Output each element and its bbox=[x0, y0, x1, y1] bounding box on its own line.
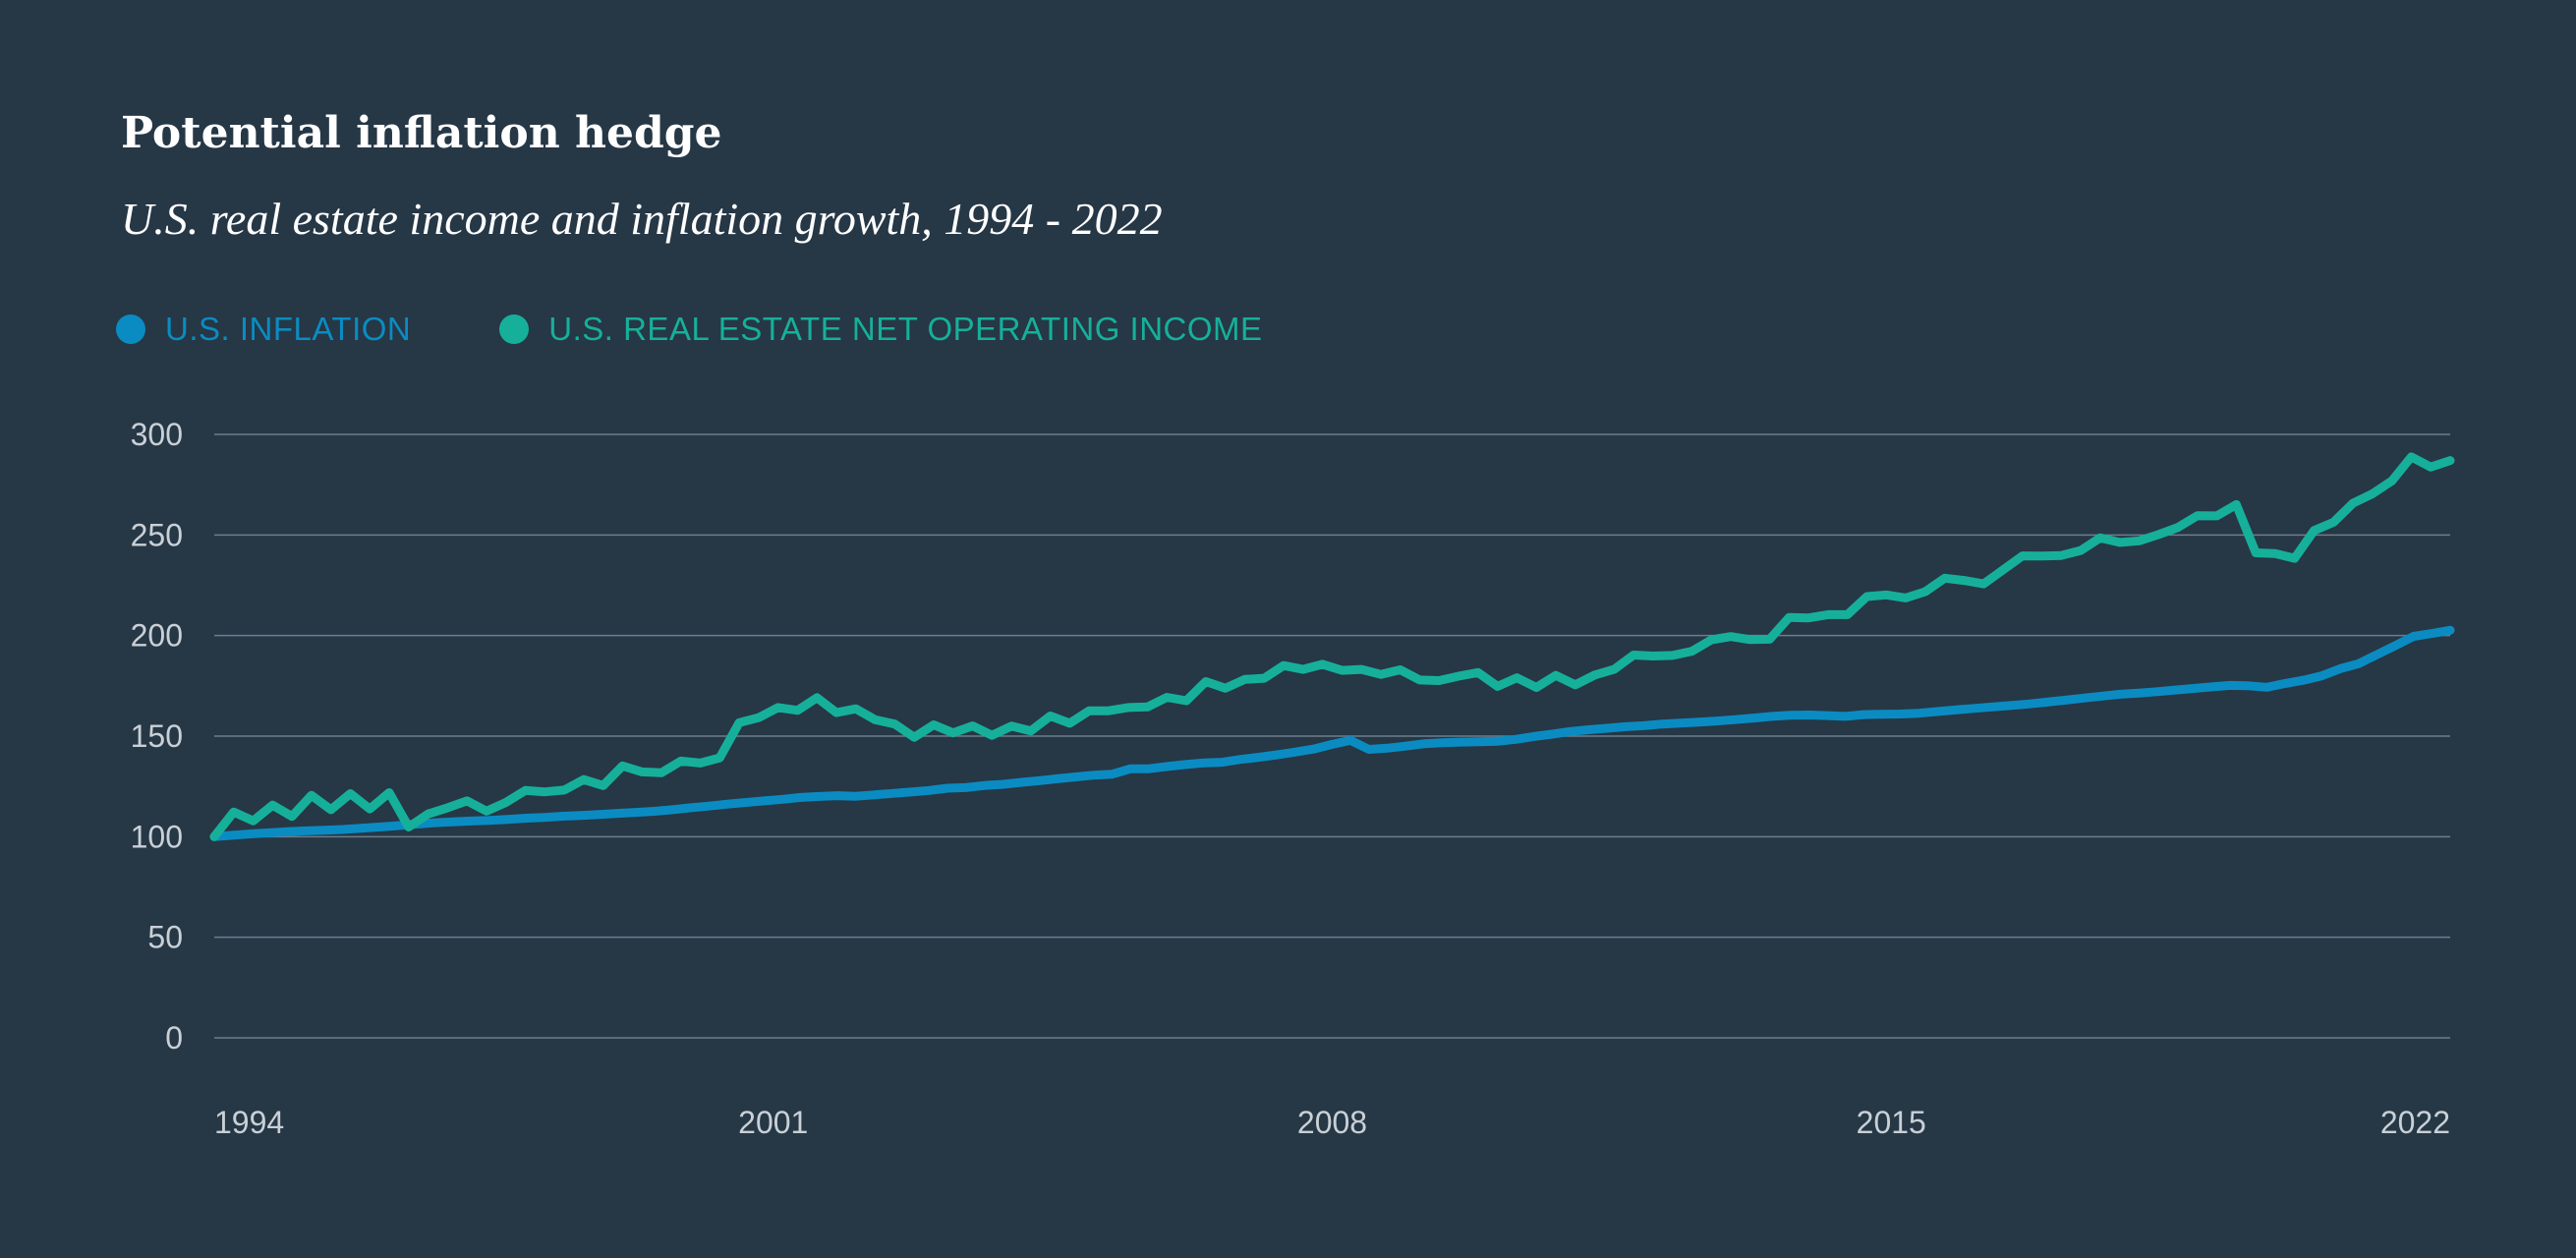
y-tick-label-300: 300 bbox=[131, 417, 183, 452]
y-tick-label-0: 0 bbox=[165, 1020, 183, 1056]
legend-item-noi[interactable]: U.S. REAL ESTATE NET OPERATING INCOME bbox=[499, 311, 1262, 348]
chart-subtitle: U.S. real estate income and inflation gr… bbox=[121, 194, 1163, 244]
x-tick-label-1994: 1994 bbox=[214, 1105, 284, 1140]
y-tick-label-200: 200 bbox=[131, 618, 183, 654]
legend-item-inflation[interactable]: U.S. INFLATION bbox=[116, 311, 411, 348]
x-tick-label-2022: 2022 bbox=[2380, 1105, 2450, 1140]
y-tick-label-100: 100 bbox=[131, 819, 183, 854]
x-tick-label-2001: 2001 bbox=[738, 1105, 808, 1140]
y-tick-label-50: 50 bbox=[147, 920, 183, 955]
series-line-inflation bbox=[209, 625, 2455, 841]
series-line-noi bbox=[209, 452, 2455, 841]
legend-label-noi: U.S. REAL ESTATE NET OPERATING INCOME bbox=[548, 311, 1263, 347]
y-tick-label-250: 250 bbox=[131, 517, 183, 552]
legend-dot-noi-icon bbox=[499, 314, 530, 344]
x-tick-label-2015: 2015 bbox=[1857, 1105, 1926, 1140]
y-tick-label-150: 150 bbox=[131, 718, 183, 754]
legend: U.S. INFLATION U.S. REAL ESTATE NET OPER… bbox=[116, 311, 1351, 348]
x-tick-label-2008: 2008 bbox=[1297, 1105, 1367, 1140]
chart-title: Potential inflation hedge bbox=[121, 108, 722, 158]
legend-label-inflation: U.S. INFLATION bbox=[165, 311, 412, 347]
legend-dot-inflation-icon bbox=[116, 314, 145, 344]
